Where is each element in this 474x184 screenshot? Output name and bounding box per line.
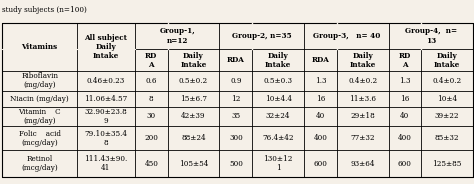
Text: 0.4±0.2: 0.4±0.2 [348,77,377,85]
Text: Riboflavin
(mg/day): Riboflavin (mg/day) [21,72,58,89]
Text: 1.3: 1.3 [399,77,410,85]
Text: 35: 35 [231,112,240,120]
Text: 76.4±42: 76.4±42 [262,134,294,142]
Text: 400: 400 [398,134,412,142]
Text: 500: 500 [229,160,243,168]
Text: 79.10±35.4
8: 79.10±35.4 8 [84,130,128,147]
Text: 93±64: 93±64 [350,160,375,168]
Text: 10±4.4: 10±4.4 [264,95,292,102]
Text: 10±4: 10±4 [437,95,457,102]
Text: 15±6.7: 15±6.7 [180,95,207,102]
Text: 32.90±23.8
9: 32.90±23.8 9 [84,108,127,125]
Text: Daily
Intake: Daily Intake [434,52,460,69]
Text: 0.9: 0.9 [230,77,242,85]
Text: 30: 30 [147,112,156,120]
Text: 600: 600 [313,160,328,168]
Text: 0.6: 0.6 [146,77,157,85]
Text: 0.5±0.3: 0.5±0.3 [264,77,292,85]
Text: Retinol
(mcg/day): Retinol (mcg/day) [21,155,58,172]
Text: 16: 16 [400,95,410,102]
Text: 40: 40 [400,112,410,120]
Text: 200: 200 [145,134,158,142]
Text: 130±12
1: 130±12 1 [264,155,293,172]
Text: 16: 16 [316,95,325,102]
Text: study subjects (n=100): study subjects (n=100) [2,6,87,13]
Text: 8: 8 [149,95,154,102]
Text: 32±24: 32±24 [266,112,291,120]
Text: 40: 40 [316,112,325,120]
Text: 450: 450 [145,160,158,168]
Text: Group-1,
n=12: Group-1, n=12 [159,27,195,45]
Text: 400: 400 [313,134,328,142]
Text: 0.5±0.2: 0.5±0.2 [179,77,208,85]
Text: Niacin (mg/day): Niacin (mg/day) [10,95,69,102]
Text: 29±18: 29±18 [350,112,375,120]
Text: 0.46±0.23: 0.46±0.23 [87,77,125,85]
Text: Group-4,  n=
13: Group-4, n= 13 [405,27,457,45]
Text: 600: 600 [398,160,412,168]
Text: 77±32: 77±32 [350,134,375,142]
Text: RD
A: RD A [145,52,157,69]
Text: 125±85: 125±85 [432,160,462,168]
Text: 0.4±0.2: 0.4±0.2 [433,77,462,85]
Text: RDA: RDA [227,56,245,64]
Text: Vitamin    C
(mg/day): Vitamin C (mg/day) [18,108,61,125]
Text: Daily
Intake: Daily Intake [265,52,292,69]
Text: Daily
Intake: Daily Intake [349,52,376,69]
Text: 11.06±4.57: 11.06±4.57 [84,95,128,102]
Text: RDA: RDA [311,56,329,64]
Text: All subject
Daily
Intake: All subject Daily Intake [84,34,128,60]
Text: 39±22: 39±22 [435,112,459,120]
Text: 12: 12 [231,95,240,102]
Text: 300: 300 [229,134,243,142]
Text: RD
A: RD A [399,52,411,69]
Text: 88±24: 88±24 [181,134,206,142]
Text: Group-3,   n= 40: Group-3, n= 40 [312,32,380,40]
Text: 11±3.6: 11±3.6 [349,95,376,102]
Text: 1.3: 1.3 [315,77,326,85]
Text: Vitamins: Vitamins [21,43,58,51]
Text: 111.43±90.
41: 111.43±90. 41 [84,155,128,172]
Text: Daily
Intake: Daily Intake [181,52,207,69]
Text: 105±54: 105±54 [179,160,208,168]
Text: Folic    acid
(mcg/day): Folic acid (mcg/day) [18,130,61,147]
Text: 85±32: 85±32 [435,134,459,142]
Text: Group-2, n=35: Group-2, n=35 [232,32,292,40]
Text: 42±39: 42±39 [181,112,206,120]
